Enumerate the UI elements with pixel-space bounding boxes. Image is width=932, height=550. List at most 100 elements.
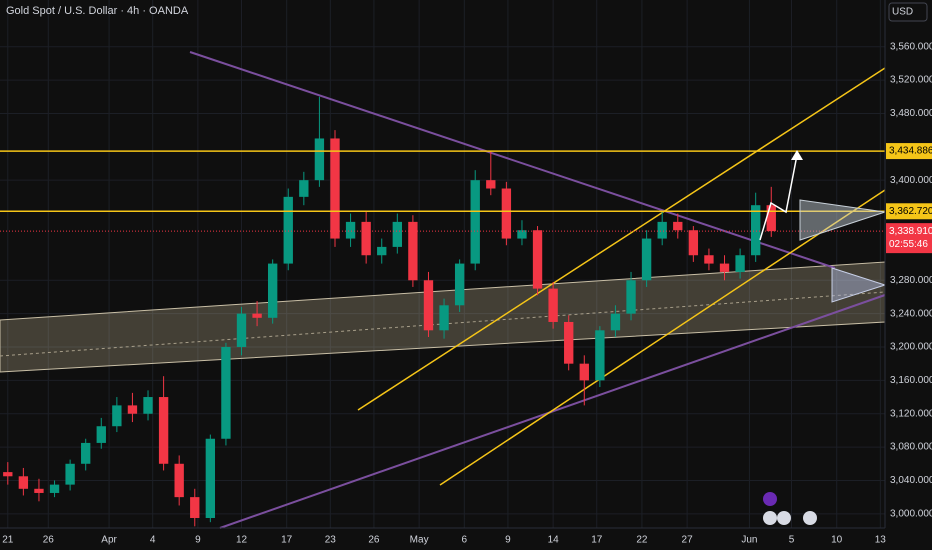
y-tick-label: 3,160.000 [890, 375, 932, 386]
currency-button[interactable] [888, 2, 928, 22]
candle-body [377, 246, 387, 256]
x-tick-label: Jun [741, 535, 757, 546]
candle-body [392, 221, 402, 247]
x-tick-label: 17 [281, 535, 293, 546]
price-label-box [886, 223, 932, 254]
candle-body [81, 442, 91, 464]
candle-body [564, 321, 574, 364]
candle-body [361, 221, 371, 256]
x-tick-label: 27 [682, 535, 694, 546]
x-tick-label: 22 [636, 535, 648, 546]
candle-body [205, 438, 216, 518]
candle-body [532, 230, 543, 289]
candle-body [267, 263, 278, 318]
grid [0, 0, 885, 528]
y-tick-label: 3,200.000 [890, 342, 932, 353]
band-midline [0, 291, 886, 357]
level-label: 3,434.886 [889, 146, 932, 157]
candle-body [610, 313, 621, 331]
candle-body [454, 263, 465, 306]
candle-body [688, 230, 699, 256]
event-icon[interactable] [763, 492, 777, 506]
price-label: 3,338.910 [889, 226, 932, 237]
candle-body [174, 463, 184, 498]
x-tick-label: May [410, 535, 429, 546]
candle-body [673, 221, 683, 231]
trend-line [189, 51, 836, 269]
projection [831, 267, 887, 303]
candle-body [470, 180, 480, 264]
candle-body [283, 196, 293, 264]
candle-body [704, 255, 714, 264]
level-label-box [886, 203, 932, 220]
candle-body [158, 397, 169, 464]
chart-title: Gold Spot / U.S. Dollar · 4h · OANDA [6, 5, 189, 17]
candle-body [127, 405, 138, 414]
candle-body [719, 263, 730, 272]
candle-body [766, 205, 776, 232]
currency[interactable]: USD [892, 7, 913, 18]
x-tick-label: 23 [325, 535, 337, 546]
x-tick-label: 9 [195, 535, 201, 546]
y-tick-label: 3,080.000 [890, 442, 932, 453]
price-axis [885, 0, 932, 550]
candle-body [626, 280, 636, 314]
y-tick-label: 3,240.000 [890, 308, 932, 319]
candle-body [486, 180, 496, 189]
y-tick-label: 3,520.000 [890, 75, 932, 86]
x-tick-label: 4 [150, 535, 156, 546]
trend-line [219, 294, 886, 529]
y-tick-label: 3,480.000 [890, 108, 932, 119]
candle-body [190, 497, 200, 518]
candle-body [3, 472, 13, 477]
event-icon[interactable] [803, 511, 817, 525]
candle-body [751, 205, 761, 256]
level-label: 3,362.720 [889, 206, 932, 217]
candle-body [641, 238, 652, 281]
candle-body [236, 313, 247, 347]
candle-body [221, 346, 231, 439]
arrowhead [791, 150, 803, 160]
countdown: 02:55:46 [889, 239, 928, 250]
x-tick-label: 14 [548, 535, 560, 546]
x-tick-label: Apr [101, 535, 117, 546]
candle-body [314, 138, 325, 181]
candle-body [299, 180, 309, 197]
y-tick-label: 3,400.000 [890, 175, 932, 186]
event-icon[interactable] [777, 511, 791, 525]
projection [799, 199, 886, 241]
candle-body [143, 397, 153, 414]
candle-body [330, 138, 340, 239]
x-tick-label: 5 [789, 535, 795, 546]
x-tick-label: 6 [462, 535, 468, 546]
candle-body [345, 221, 356, 239]
x-tick-label: 26 [368, 535, 380, 546]
x-tick-label: 17 [591, 535, 603, 546]
candle-body [408, 221, 418, 281]
candle-body [112, 405, 122, 427]
candle-body [439, 305, 449, 331]
levels [0, 150, 885, 232]
x-tick-label: 13 [875, 535, 887, 546]
candle-body [65, 463, 75, 485]
y-tick-label: 3,280.000 [890, 275, 932, 286]
candle-body [548, 288, 558, 322]
candle-body [18, 476, 29, 489]
candle-body [735, 255, 745, 272]
x-tick-label: 21 [2, 535, 14, 546]
candle-body [423, 280, 434, 331]
y-tick-label: 3,560.000 [890, 41, 932, 52]
y-tick-label: 3,040.000 [890, 475, 932, 486]
event-icon[interactable] [763, 511, 777, 525]
projection-arrow [759, 154, 798, 241]
y-tick-label: 3,120.000 [890, 408, 932, 419]
x-tick-label: 12 [236, 535, 248, 546]
candle-body [579, 363, 589, 381]
candle-body [49, 484, 60, 493]
axes: 3,000.000 3,040.000 3,080.000 3,120.000 3,16… [2, 41, 932, 546]
candles [3, 96, 776, 527]
y-tick-label: 3,000.000 [890, 508, 932, 519]
